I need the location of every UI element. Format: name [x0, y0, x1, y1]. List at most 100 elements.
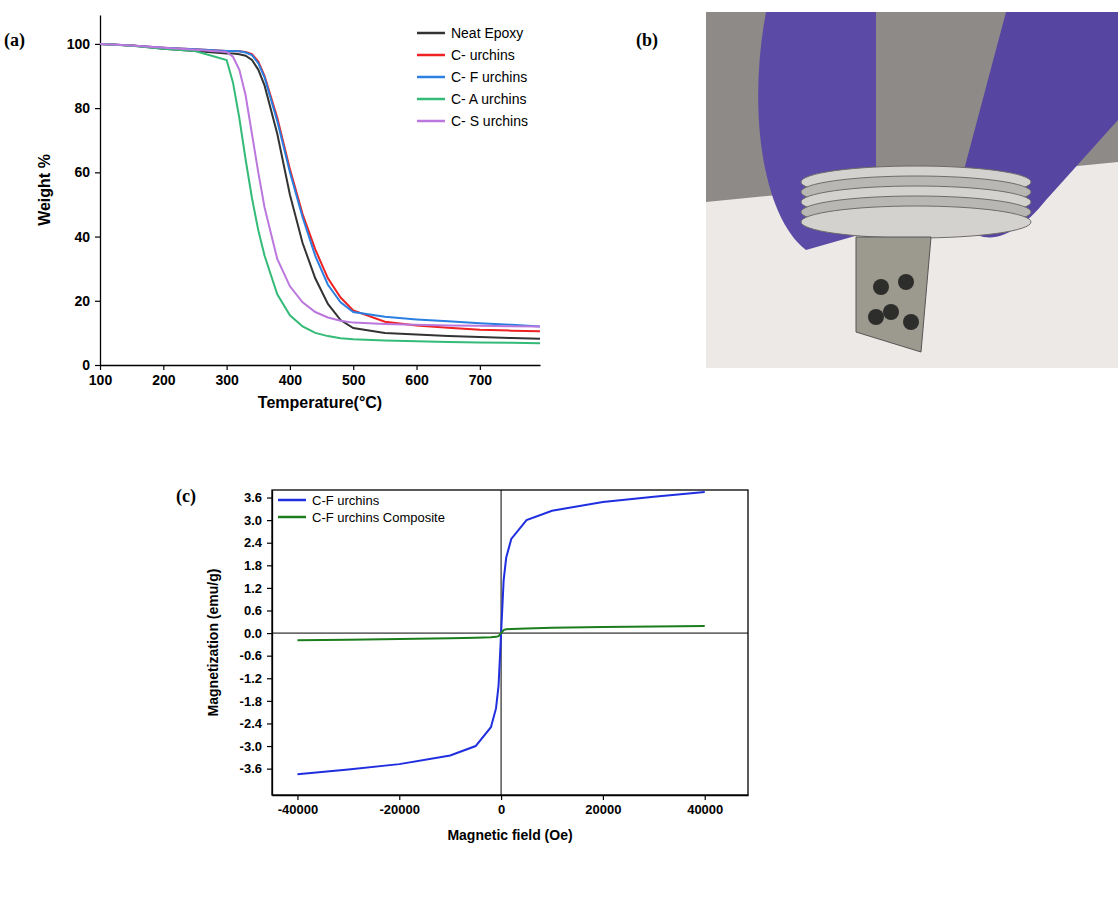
legend-swatch: [417, 76, 445, 79]
y-tick-mark: [267, 656, 272, 657]
legend-item: Neat Epoxy: [417, 25, 523, 41]
data-line: [100, 44, 540, 331]
photo-sample: [856, 237, 931, 352]
x-tick-label: 300: [215, 372, 239, 388]
y-tick-label: 1.2: [244, 581, 262, 596]
data-line: [100, 44, 540, 339]
data-line: [297, 626, 704, 640]
y-tick-mark: [267, 497, 272, 498]
y-tick-label: -3.6: [240, 761, 262, 776]
x-tick-mark: [603, 795, 604, 800]
x-tick: -40000: [278, 795, 318, 817]
y-tick-mark: [267, 678, 272, 679]
x-tick: -20000: [380, 795, 420, 817]
x-tick-label: 700: [469, 372, 493, 388]
y-tick: 1.2: [244, 581, 272, 596]
legend-swatch: [417, 54, 445, 57]
legend-item: C- A urchins: [417, 91, 526, 107]
panel-label: (a): [4, 30, 25, 51]
y-tick-label: 0: [82, 357, 90, 373]
x-tick-label: 500: [342, 372, 366, 388]
y-tick: -3.0: [240, 739, 272, 754]
photo: [706, 12, 1118, 368]
panel: -40000 -20000 0 20000 40000 -3.6 -3.0 -2.4 -1.8 -…: [176, 486, 749, 843]
y-tick: 0.0: [244, 626, 272, 641]
figure: 100200300400500600700020406080100Tempera…: [0, 0, 1119, 907]
data-line: [100, 44, 540, 343]
y-tick-label: -0.6: [240, 648, 262, 663]
y-axis-title: Weight %: [36, 154, 53, 226]
y-tick-mark: [95, 172, 100, 173]
legend-label: C- urchins: [451, 47, 515, 63]
x-tick-mark: [480, 365, 481, 370]
y-tick-label: 40: [74, 229, 90, 245]
y-tick: -1.8: [240, 694, 272, 709]
y-tick-label: -1.8: [240, 694, 262, 709]
y-tick: 2.4: [244, 535, 272, 550]
y-tick: 0.6: [244, 603, 272, 618]
y-tick-mark: [267, 769, 272, 770]
data-line: [100, 44, 540, 327]
y-axis-title: Magnetization (emu/g): [205, 569, 221, 717]
legend-swatch: [278, 516, 306, 519]
legend-item: C- F urchins: [417, 69, 527, 85]
panel: 100200300400500600700020406080100Tempera…: [4, 16, 541, 412]
x-axis-title: Temperature(°C): [258, 394, 382, 411]
plot-area: [297, 492, 704, 774]
x-tick-mark: [290, 365, 291, 370]
photo-spot: [903, 314, 919, 330]
x-tick-mark: [227, 365, 228, 370]
x-tick-mark: [501, 795, 502, 800]
legend-label: C-F urchins Composite: [312, 510, 445, 525]
y-tick-mark: [267, 723, 272, 724]
x-tick: 100: [89, 365, 113, 388]
photo-table: [706, 162, 1118, 368]
y-tick: 3.6: [244, 490, 272, 505]
legend-label: C- F urchins: [451, 69, 527, 85]
y-tick-mark: [95, 365, 100, 366]
x-tick-label: 200: [152, 372, 176, 388]
legend-swatch: [417, 32, 445, 35]
legend-swatch: [278, 499, 306, 502]
photo-spot: [873, 279, 889, 295]
panel-label: (c): [176, 486, 196, 507]
y-tick-label: -2.4: [240, 716, 263, 731]
y-tick-label: 3.6: [244, 490, 262, 505]
photo-magnet: [801, 206, 1031, 238]
y-tick-mark: [95, 44, 100, 45]
y-axis: -3.6-3.0-2.4-1.8-1.2-0.60.00.61.21.82.43…: [240, 490, 273, 795]
photo-background: [706, 12, 1118, 368]
legend-label: C-F urchins: [312, 493, 380, 508]
y-tick-mark: [267, 565, 272, 566]
y-tick: 60: [74, 164, 100, 180]
x-tick: 200: [152, 365, 176, 388]
y-tick-mark: [95, 108, 100, 109]
legend-label: Neat Epoxy: [451, 25, 523, 41]
photo-panel: (b): [636, 12, 1118, 368]
photo-spot: [898, 274, 914, 290]
x-axis: 100200300400500600700: [89, 365, 541, 388]
x-tick-mark: [416, 365, 417, 370]
x-tick: 20000: [585, 795, 621, 817]
photo-spot: [868, 309, 884, 325]
y-tick: 1.8: [244, 558, 272, 573]
x-tick-mark: [163, 365, 164, 370]
legend-item: C-F urchins Composite: [278, 510, 445, 525]
y-tick-label: 0.6: [244, 603, 262, 618]
y-tick: 100: [67, 36, 100, 52]
y-tick-label: 0.0: [244, 626, 262, 641]
y-tick: 3.0: [244, 513, 272, 528]
plot-area: [100, 44, 540, 343]
x-tick: 0: [498, 795, 505, 817]
x-tick-mark: [353, 365, 354, 370]
y-tick: 80: [74, 100, 100, 116]
y-tick-mark: [95, 301, 100, 302]
y-axis-line: [100, 16, 101, 366]
y-tick-mark: [267, 520, 272, 521]
x-tick-label: -40000: [278, 802, 318, 817]
legend: C-F urchins C-F urchins Composite: [278, 493, 445, 525]
data-line: [297, 492, 704, 774]
x-tick: 700: [469, 365, 493, 388]
x-tick: 40000: [687, 795, 723, 817]
y-tick: 20: [74, 293, 100, 309]
